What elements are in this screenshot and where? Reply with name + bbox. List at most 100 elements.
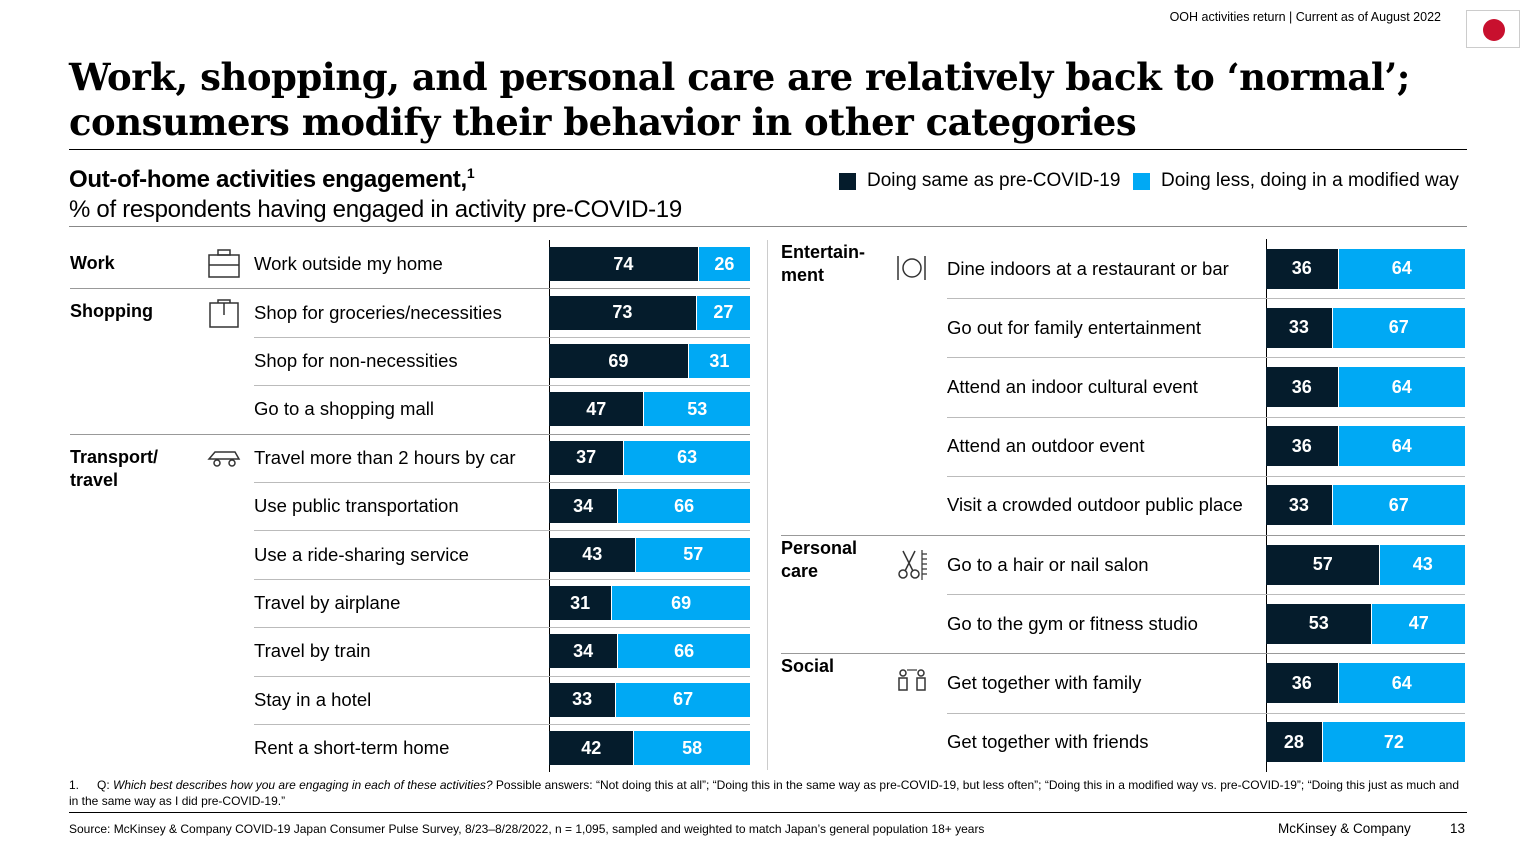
- row-divider: [947, 475, 1465, 477]
- activity-label: Shop for non-necessities: [254, 350, 458, 371]
- footnote: 1. Q: Which best describes how you are en…: [69, 777, 1469, 809]
- bar-less: 67: [1332, 307, 1465, 348]
- bar-same: 43: [549, 537, 636, 572]
- row-divider: [254, 336, 750, 338]
- bar-same: 47: [549, 392, 644, 427]
- category-divider: [70, 433, 750, 435]
- activity-label: Use a ride-sharing service: [254, 543, 469, 565]
- bar-less: 47: [1372, 603, 1465, 644]
- category-label: Work: [70, 253, 115, 273]
- category-divider: [781, 535, 1465, 536]
- chart-unit: % of respondents having engaged in activ…: [69, 196, 682, 223]
- bar-less: 63: [624, 440, 750, 475]
- category-divider: [781, 653, 1465, 655]
- bar-less: 64: [1338, 663, 1465, 703]
- bar-same: 42: [549, 731, 634, 766]
- bar-same: 33: [549, 682, 616, 717]
- bar-less: 43: [1380, 544, 1465, 585]
- shopping-bag-icon: [205, 294, 243, 332]
- bar-same: 34: [549, 634, 618, 669]
- activity-label: Attend an outdoor event: [947, 435, 1145, 457]
- activity-label: Go to the gym or fitness studio: [947, 612, 1198, 634]
- activity-label: Travel by train: [254, 640, 371, 662]
- bar-less: 72: [1322, 722, 1465, 763]
- legend-label-same: Doing same as pre-COVID-19: [867, 170, 1121, 191]
- bar-same: 69: [549, 344, 688, 378]
- bar-same: 74: [549, 247, 698, 282]
- row-divider: [947, 298, 1465, 300]
- legend-same: Doing same as pre-COVID-19: [839, 170, 1120, 192]
- bar-same: 73: [549, 295, 696, 330]
- bar-less: 67: [1332, 485, 1465, 526]
- activity-label: Rent a short-term home: [254, 737, 450, 759]
- bar-less: 64: [1338, 367, 1465, 407]
- chart-subtitle: Out-of-home activities engagement,1: [69, 165, 475, 194]
- bar-same: 33: [1266, 307, 1332, 348]
- legend-less: Doing less, doing in a modified way: [1133, 170, 1459, 192]
- activity-label: Use public transportation: [254, 495, 459, 517]
- row-divider: [947, 357, 1465, 359]
- dining-icon: [893, 250, 931, 288]
- category-label: Shopping: [70, 301, 153, 322]
- page-number: 13: [1450, 821, 1466, 836]
- footnote-ref: 1: [466, 165, 475, 181]
- bar-same: 36: [1266, 367, 1338, 407]
- bar-less: 66: [618, 634, 750, 669]
- people-icon: [893, 664, 931, 702]
- bar-same: 37: [549, 440, 624, 475]
- bar-less: 64: [1338, 426, 1465, 467]
- bar-same: 57: [1266, 544, 1380, 585]
- activity-label: Go to a hair or nail salon: [947, 553, 1149, 575]
- bar-same: 36: [1266, 426, 1338, 467]
- bar-less: 26: [698, 247, 750, 282]
- category-label: Social: [781, 656, 835, 677]
- row-divider: [947, 416, 1465, 418]
- category-divider: [70, 288, 750, 290]
- row-divider: [254, 578, 750, 580]
- bar-less: 67: [616, 682, 750, 717]
- category-label: Personal care: [781, 538, 858, 581]
- row-divider: [947, 712, 1465, 714]
- row-divider: [254, 675, 750, 677]
- bar-same: 28: [1266, 722, 1322, 763]
- japan-flag-icon: [1466, 10, 1520, 48]
- bar-less: 31: [688, 344, 750, 378]
- row-divider: [254, 385, 750, 387]
- page-title: Work, shopping, and personal care are re…: [69, 55, 1410, 144]
- bar-less: 64: [1338, 248, 1465, 289]
- footer-divider: [69, 812, 1467, 813]
- scissors-comb-icon: [893, 546, 931, 584]
- row-divider: [254, 530, 750, 532]
- bar-less: 57: [636, 537, 750, 572]
- footnote-question: Which best describes how you are engagin…: [113, 778, 493, 792]
- tracker-label: OOH activities return | Current as of Au…: [1169, 10, 1441, 24]
- activity-label: Work outside my home: [254, 253, 443, 275]
- activity-label: Shop for groceries/necessities: [254, 301, 502, 323]
- legend-swatch-same: [839, 172, 856, 190]
- legend-swatch-less: [1133, 172, 1150, 190]
- bar-same: 31: [549, 586, 612, 620]
- row-divider: [947, 594, 1465, 596]
- bar-less: 58: [634, 731, 750, 766]
- activity-label: Attend an indoor cultural event: [947, 376, 1198, 397]
- subtitle-text: Out-of-home activities engagement,: [69, 166, 467, 193]
- briefcase-icon: [205, 245, 243, 283]
- activity-label: Go to a shopping mall: [254, 398, 434, 420]
- header-divider: [69, 226, 1467, 227]
- footnote-answers: Possible answers: “Not doing this at all…: [69, 778, 1459, 808]
- car-icon: [205, 439, 243, 477]
- activity-label: Go out for family entertainment: [947, 316, 1201, 338]
- brand-label: McKinsey & Company: [1278, 821, 1411, 836]
- bar-same: 33: [1266, 485, 1332, 526]
- bar-less: 69: [612, 586, 750, 620]
- bar-less: 27: [696, 295, 750, 330]
- activity-label: Stay in a hotel: [254, 688, 372, 710]
- category-label: Entertain- ment: [781, 242, 866, 285]
- panel-divider: [767, 240, 768, 770]
- activity-label: Dine indoors at a restaurant or bar: [947, 257, 1229, 279]
- activity-label: Travel by airplane: [254, 592, 401, 613]
- title-divider: [69, 149, 1467, 150]
- bar-less: 53: [644, 392, 750, 427]
- footnote-number: 1.: [69, 778, 80, 792]
- legend-label-less: Doing less, doing in a modified way: [1161, 170, 1459, 191]
